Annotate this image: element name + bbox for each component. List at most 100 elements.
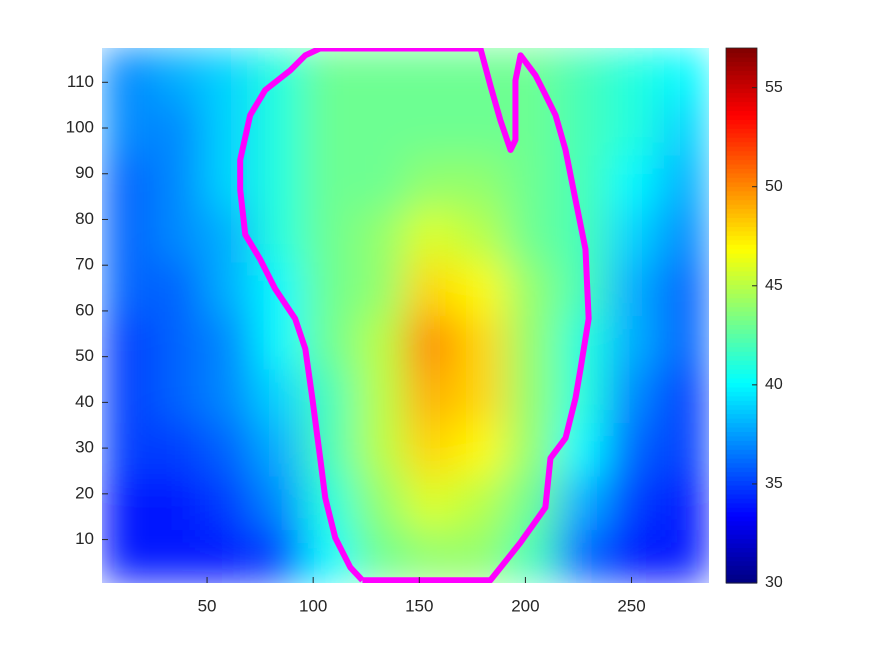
colorbar-swatch	[726, 502, 757, 508]
heat-cell	[405, 261, 457, 316]
y-tick-label: 10	[75, 529, 94, 548]
heat-cell	[556, 48, 609, 102]
colorbar-swatch	[726, 391, 757, 397]
heat-cell	[657, 208, 709, 263]
colorbar-swatch	[726, 507, 757, 513]
colorbar-swatch	[726, 146, 757, 152]
colorbar-swatch	[726, 88, 757, 94]
colorbar-swatch	[726, 578, 757, 584]
colorbar-swatch	[726, 337, 757, 343]
heat-cell	[152, 101, 204, 156]
heat-cell	[657, 154, 709, 209]
colorbar-swatch	[726, 141, 757, 147]
heat-cell	[102, 529, 154, 583]
heat-cell	[102, 315, 154, 370]
colorbar-swatch	[726, 493, 757, 499]
heat-cell	[506, 208, 558, 263]
colorbar-swatch	[726, 123, 757, 129]
colorbar-swatch	[726, 462, 757, 468]
colorbar-swatch	[726, 79, 757, 85]
colorbar-swatch	[726, 119, 757, 125]
colorbar-swatch	[726, 52, 757, 58]
colorbar-swatch	[726, 293, 757, 299]
heat-cell	[607, 208, 659, 263]
colorbar-swatch	[726, 538, 757, 544]
heat-cell	[152, 261, 204, 316]
heat-cell	[455, 154, 508, 209]
heat-cell	[657, 101, 709, 156]
y-tick-label: 110	[67, 72, 94, 91]
heat-cell	[405, 154, 457, 209]
colorbar-swatch	[726, 128, 757, 134]
plot-area	[102, 48, 709, 583]
y-tick-label: 40	[75, 392, 94, 411]
colorbar-swatch	[726, 212, 757, 219]
colorbar-swatch	[726, 181, 757, 187]
colorbar-swatch	[726, 511, 757, 517]
colorbar-swatch	[726, 533, 757, 540]
heat-cell	[657, 48, 709, 102]
heat-cell	[202, 475, 255, 530]
heat-cell	[303, 422, 356, 477]
colorbar-swatch	[726, 110, 757, 116]
colorbar-swatch	[726, 400, 757, 406]
colorbar-swatch	[726, 150, 757, 156]
heatmap	[102, 48, 709, 583]
colorbar-swatch	[726, 83, 757, 89]
colorbar-swatch	[726, 418, 757, 424]
heat-cell	[607, 475, 659, 530]
heat-cell	[607, 154, 659, 209]
x-tick-label: 100	[299, 596, 327, 615]
heat-cell	[152, 529, 204, 583]
colorbar-swatch	[726, 525, 757, 531]
heat-cell	[354, 315, 406, 370]
heat-cell	[607, 48, 659, 102]
heat-cell	[607, 315, 659, 370]
heat-cell	[455, 208, 508, 263]
colorbar-swatch	[726, 239, 757, 245]
colorbar-swatch	[726, 288, 757, 294]
heat-cell	[102, 48, 154, 102]
heat-cell	[607, 261, 659, 316]
heat-cell	[303, 261, 356, 316]
heat-cell	[354, 368, 406, 423]
colorbar-swatch	[726, 431, 757, 437]
colorbar-swatch	[726, 373, 757, 379]
colorbar-swatch	[726, 489, 757, 495]
colorbar-swatch	[726, 542, 757, 548]
heat-cell	[506, 261, 558, 316]
heat-cell	[202, 261, 255, 316]
colorbar-swatch	[726, 351, 757, 357]
colorbar-swatch	[726, 204, 757, 210]
colorbar-swatch	[726, 560, 757, 566]
heat-cell	[506, 529, 558, 583]
heat-cell	[202, 368, 255, 423]
colorbar-swatch	[726, 97, 757, 103]
heat-cell	[556, 475, 609, 530]
heat-cell	[506, 315, 558, 370]
colorbar-swatch	[726, 471, 757, 477]
heat-cell	[253, 368, 305, 423]
colorbar-swatch	[726, 235, 757, 241]
colorbar-swatch	[726, 262, 757, 268]
colorbar-swatch	[726, 65, 757, 71]
y-tick-label: 100	[66, 118, 94, 137]
heat-cell	[657, 529, 709, 583]
colorbar-swatch	[726, 328, 757, 334]
heat-cell	[607, 529, 659, 583]
colorbar-swatch	[726, 360, 757, 366]
heat-cell	[405, 208, 457, 263]
colorbar-swatch	[726, 574, 757, 580]
y-tick-label: 80	[75, 209, 94, 228]
heat-cell	[102, 475, 154, 530]
heat-cell	[303, 208, 356, 263]
heat-cell	[152, 315, 204, 370]
heat-cell	[455, 529, 508, 583]
colorbar-swatch	[726, 190, 757, 196]
colorbar-swatch	[726, 440, 757, 446]
heat-cell	[405, 368, 457, 423]
heat-cell	[152, 368, 204, 423]
heat-cell	[202, 422, 255, 477]
colorbar-swatch	[726, 565, 757, 571]
